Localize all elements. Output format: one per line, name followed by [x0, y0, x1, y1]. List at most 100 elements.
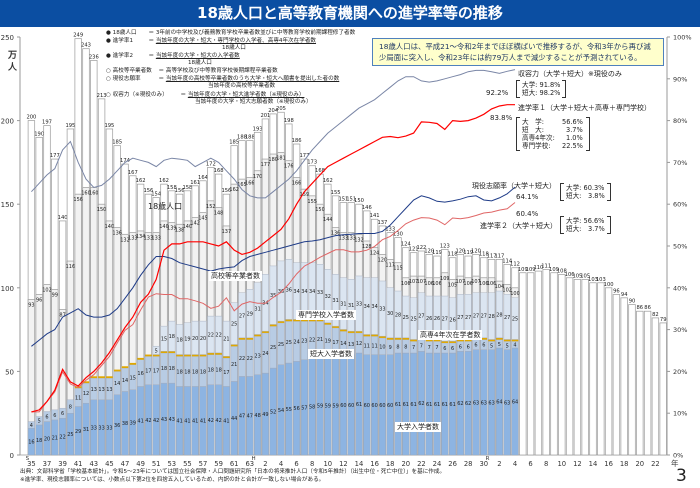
x-axis-tick-label: 22	[417, 460, 426, 468]
bar-university-value-label: 62	[465, 401, 471, 407]
bar-vocational-value-label: 30	[387, 311, 393, 317]
bar-kosen	[363, 334, 371, 337]
bar-population-value-label: 172	[206, 161, 216, 167]
bar-university-value-label: 59	[317, 404, 323, 410]
bar-vocational-value-label: 25	[403, 315, 409, 321]
bar-kosen	[379, 336, 386, 338]
bar-kosen	[168, 351, 176, 354]
bar-junior-college-value-label: 18	[161, 366, 167, 372]
bar-population-value-label: 110	[533, 265, 543, 271]
bar-hs-grads-value-label: 115	[393, 266, 403, 272]
bar-population-value-label: 150	[354, 198, 364, 204]
bar-junior-college-value-label: 8	[404, 344, 407, 350]
junior-college-series-label: 短大入学者数	[308, 349, 354, 359]
bar-vocational	[183, 322, 191, 355]
bar-junior-college-value-label: 15	[130, 375, 136, 381]
bar-hs-grads-value-label: 133	[346, 236, 356, 242]
right-axis-tick-label: 90%	[673, 75, 687, 83]
bar-population-value-label: 185	[229, 140, 239, 146]
bar-population-value-label: 146	[362, 205, 372, 211]
bar-junior-college-value-label: 16	[137, 371, 143, 377]
bar-hs-grads-value-label: 181	[276, 155, 286, 161]
breakdown-item: 大学: 91.8%	[522, 81, 561, 89]
bar-university-value-label: 58	[309, 405, 315, 411]
x-axis-tick-label: 4	[513, 460, 517, 468]
bar-kosen	[207, 352, 215, 355]
bar-university-value-label: 63	[473, 400, 479, 406]
bar-junior-college	[449, 342, 457, 354]
bar-hs-grads-value-label: 140	[183, 224, 193, 230]
x-axis-era-mark: R	[486, 456, 490, 462]
bar-junior-college-value-label: 6	[482, 343, 485, 349]
bar-vocational	[488, 292, 496, 340]
bar-population	[573, 279, 582, 456]
bar-vocational-value-label: 29	[247, 312, 253, 318]
bar-vocational	[339, 277, 347, 330]
bar-population	[589, 282, 597, 456]
bar-kosen	[371, 334, 378, 337]
bar-vocational-value-label: 25	[231, 322, 237, 328]
bar-vocational-value-label: 35	[270, 293, 276, 299]
formula-numerator: 当該年度の大学・短大の入学者数	[155, 53, 240, 59]
bar-hs-grads-value-label: 144	[323, 217, 333, 223]
bar-kosen	[316, 319, 324, 322]
bar-junior-college-value-label: 19	[325, 338, 331, 344]
page-title: 18歳人口と高等教育機関への進学率等の推移	[0, 0, 700, 27]
bar-junior-college-value-label: 23	[301, 338, 307, 344]
bar-vocational-value-label: 19	[184, 337, 190, 343]
bar-population	[643, 310, 652, 456]
bar-population-value-label: 108	[557, 268, 567, 274]
bar-population-value-label: 193	[253, 126, 263, 132]
formula-numerator: 当該年度の大学・短大・専門学校の入学者、高専4年次在学者数	[155, 38, 317, 44]
bar-hs-grads-value-label: 133	[144, 236, 154, 242]
bar-university-value-label: 42	[145, 418, 151, 424]
bar-vocational-value-label: 26	[426, 316, 432, 322]
bar-vocational-value-label: 34	[364, 304, 370, 310]
bar-population	[612, 294, 621, 456]
rate1-line	[31, 104, 515, 413]
bar-vocational	[207, 315, 215, 354]
bar-junior-college-value-label: 22	[247, 356, 253, 362]
application-breakdown: 大学: 60.3% 短大: 3.8%	[560, 183, 611, 201]
bar-population-value-label: 164	[198, 175, 209, 181]
x-axis-tick-label: 45	[105, 460, 114, 468]
breakdown-item: 高専4年次: 1.0%	[522, 134, 583, 142]
bar-university-value-label: 41	[192, 419, 198, 425]
bar-kosen	[90, 376, 98, 379]
bar-vocational	[160, 325, 168, 352]
bar-hs-grads-value-label: 106	[432, 281, 442, 287]
bar-university-value-label: 61	[410, 402, 416, 408]
bar-university-value-label: 21	[52, 435, 58, 441]
bar-population-value-label: 156	[143, 188, 153, 194]
left-axis-tick-label: 50	[5, 368, 14, 376]
bar-vocational	[199, 320, 207, 355]
bar-vocational	[355, 275, 363, 332]
formula-numerator: 当該年度の高校等卒業者数のうち大学・短大へ願書を提出した者の数	[165, 76, 340, 82]
bar-vocational	[332, 274, 340, 327]
legend-label: 18歳人口	[112, 30, 137, 36]
bar-junior-college-value-label: 17	[153, 369, 159, 375]
bar-kosen	[145, 354, 152, 357]
x-axis-tick-label: 10	[323, 460, 332, 468]
bar-population-value-label: 100	[604, 282, 614, 288]
bar-junior-college	[137, 359, 145, 387]
bar-junior-college-value-label: 9	[389, 345, 392, 351]
bar-vocational-value-label: 26	[434, 316, 440, 322]
bar-junior-college-value-label: 6	[61, 411, 64, 417]
bar-vocational-value-label: 31	[340, 302, 346, 308]
bar-junior-college-value-label: 21	[317, 337, 323, 343]
capacity-value: 92.2%	[486, 89, 509, 97]
bar-population-value-label: 186	[292, 138, 302, 144]
bar-university-value-label: 47	[247, 414, 253, 420]
formula-denominator: 当該年度の高校等卒業者数	[208, 83, 276, 89]
bar-kosen	[441, 341, 449, 343]
x-axis-tick-label: 8	[544, 460, 548, 468]
legend-row-application: ○ 現役志願率 ＝ 当該年度の高校等卒業者数のうち大学・短大へ願書を提出した者の…	[106, 76, 339, 83]
x-axis-tick-label: 55	[183, 460, 192, 468]
bar-population-value-label: 158	[167, 185, 177, 191]
bar-vocational	[511, 297, 519, 340]
bar-university-value-label: 61	[449, 402, 455, 408]
bar-junior-college-value-label: 18	[215, 368, 221, 374]
bar-kosen	[464, 339, 472, 342]
bar-university-value-label: 61	[434, 402, 440, 408]
